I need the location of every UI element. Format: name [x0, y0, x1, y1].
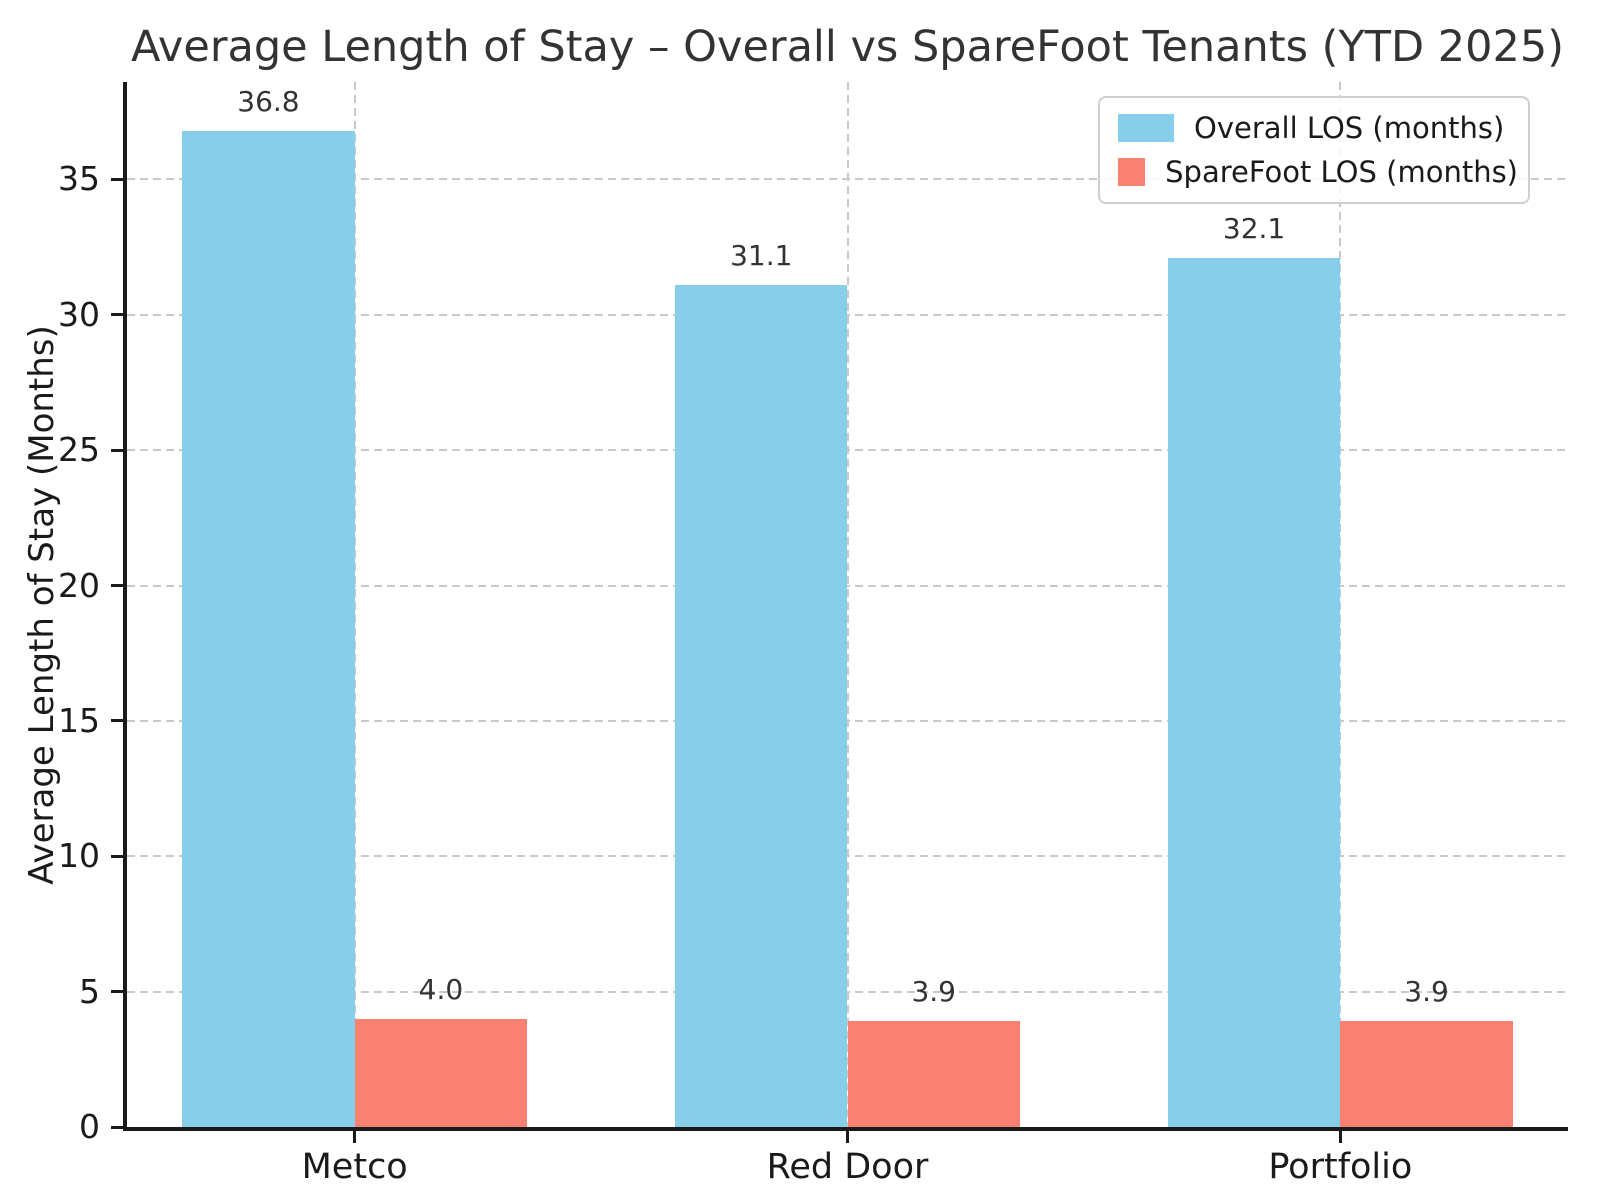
y-tick-label-20: 20 [58, 565, 100, 605]
bar-overall-los-months-metco [182, 130, 355, 1127]
value-label-overall-los-months-red-door: 31.1 [730, 239, 793, 273]
bar-overall-los-months-red-door [675, 285, 848, 1127]
y-tick-label-15: 15 [58, 700, 100, 740]
legend-swatch-sparefoot-los [1118, 158, 1146, 186]
y-tick-35 [111, 177, 123, 181]
bar-overall-los-months-portfolio [1167, 257, 1341, 1127]
y-tick-label-10: 10 [58, 836, 100, 876]
legend-label-overall-los: Overall LOS (months) [1194, 111, 1505, 145]
y-tick-25 [111, 448, 123, 452]
gridline-x-metco [353, 82, 356, 1127]
legend: Overall LOS (months) SpareFoot LOS (mont… [1098, 96, 1530, 204]
y-tick-label-30: 30 [58, 294, 100, 334]
chart-title: Average Length of Stay – Overall vs Spar… [131, 22, 1564, 72]
legend-label-sparefoot-los: SpareFoot LOS (months) [1165, 155, 1518, 189]
value-label-overall-los-months-metco: 36.8 [237, 84, 300, 118]
y-tick-10 [111, 854, 123, 858]
plot-area: 0 5 10 15 20 25 30 35 Metco Red Door Portfolio 36.8… [58, 82, 1568, 1187]
x-tick-metco [353, 1131, 357, 1143]
y-tick-label-35: 35 [58, 159, 100, 199]
y-tick-20 [111, 584, 123, 588]
value-label-sparefoot-los-months-red-door: 3.9 [911, 975, 956, 1009]
y-tick-label-5: 5 [79, 971, 100, 1011]
gridline-x-portfolio [1339, 82, 1342, 1127]
y-tick-0 [111, 1125, 123, 1129]
x-tick-red-door [846, 1131, 849, 1143]
bar-sparefoot-los-months-portfolio [1340, 1021, 1513, 1127]
gridline-x-red-door [846, 82, 849, 1127]
y-axis-spine [123, 82, 127, 1131]
y-tick-label-25: 25 [58, 430, 100, 470]
y-tick-label-0: 0 [79, 1107, 100, 1146]
bar-sparefoot-los-months-metco [354, 1018, 528, 1127]
value-label-sparefoot-los-months-portfolio: 3.9 [1404, 975, 1449, 1009]
legend-item-overall-los: Overall LOS (months) [1118, 111, 1518, 145]
x-tick-label-red-door: Red Door [766, 1147, 929, 1187]
x-tick-label-portfolio: Portfolio [1268, 1147, 1413, 1187]
value-label-overall-los-months-portfolio: 32.1 [1222, 211, 1286, 245]
y-tick-15 [111, 719, 123, 723]
y-tick-5 [111, 990, 123, 994]
value-label-sparefoot-los-months-metco: 4.0 [418, 972, 464, 1006]
legend-swatch-overall-los [1118, 114, 1174, 142]
x-tick-label-metco: Metco [301, 1147, 408, 1187]
legend-item-sparefoot-los: SpareFoot LOS (months) [1118, 155, 1518, 189]
x-tick-portfolio [1338, 1131, 1342, 1143]
bar-sparefoot-los-months-red-door [847, 1021, 1020, 1127]
y-tick-30 [111, 313, 123, 317]
x-axis-spine [123, 1127, 1568, 1131]
